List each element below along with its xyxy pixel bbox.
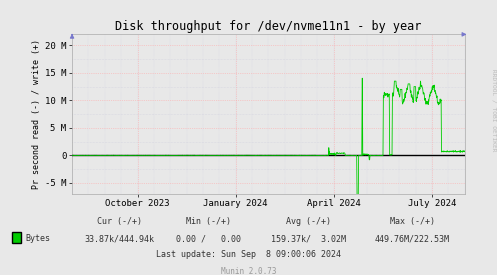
Text: Munin 2.0.73: Munin 2.0.73 <box>221 267 276 275</box>
Text: Min (-/+): Min (-/+) <box>186 217 231 226</box>
Title: Disk throughput for /dev/nvme11n1 - by year: Disk throughput for /dev/nvme11n1 - by y… <box>115 20 421 33</box>
Text: 0.00 /   0.00: 0.00 / 0.00 <box>176 234 241 243</box>
Text: Max (-/+): Max (-/+) <box>390 217 435 226</box>
Text: 33.87k/444.94k: 33.87k/444.94k <box>84 234 154 243</box>
Text: Last update: Sun Sep  8 09:00:06 2024: Last update: Sun Sep 8 09:00:06 2024 <box>156 250 341 259</box>
Text: Cur (-/+): Cur (-/+) <box>97 217 142 226</box>
Text: 159.37k/  3.02M: 159.37k/ 3.02M <box>271 234 345 243</box>
Text: 449.76M/222.53M: 449.76M/222.53M <box>375 234 450 243</box>
Text: RRDTOOL / TOBI OETIKER: RRDTOOL / TOBI OETIKER <box>491 69 496 151</box>
Text: Bytes: Bytes <box>26 234 51 243</box>
Y-axis label: Pr second read (-) / write (+): Pr second read (-) / write (+) <box>32 39 41 189</box>
Text: Avg (-/+): Avg (-/+) <box>286 217 331 226</box>
